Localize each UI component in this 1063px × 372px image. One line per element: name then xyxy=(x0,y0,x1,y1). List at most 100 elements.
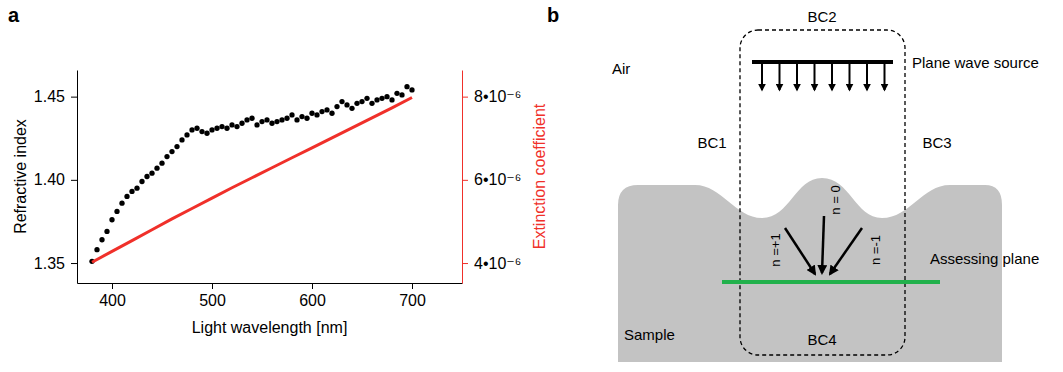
tick-mark xyxy=(312,283,313,289)
tick-label: 500 xyxy=(199,292,226,309)
chart-panel: 400 500 600 700 1.35 1.40 1.45 4•10⁻⁶ 6•10⁻⁶ 8•10… xyxy=(8,4,548,336)
source-label: Plane wave source xyxy=(912,54,1039,71)
y-axis-tick: 1.35 xyxy=(34,255,77,272)
wave-arrow xyxy=(796,64,798,90)
tick-mark xyxy=(462,97,468,98)
x-axis-title: Light wavelength [nm] xyxy=(192,319,348,336)
air-label: Air xyxy=(612,60,630,77)
panel-label: a xyxy=(8,4,20,26)
y-axis-tick: 1.40 xyxy=(34,171,77,188)
point xyxy=(179,137,184,142)
y-axis: 1.35 1.40 1.45 xyxy=(34,71,78,284)
y-axis-title: Refractive index xyxy=(12,119,29,234)
tick-mark xyxy=(412,283,413,289)
point xyxy=(384,94,389,99)
point xyxy=(154,166,159,171)
point xyxy=(299,114,304,119)
tick-mark xyxy=(112,283,113,289)
point xyxy=(354,101,359,106)
y2-axis-line xyxy=(462,71,463,284)
simulation-box xyxy=(740,30,905,355)
point xyxy=(284,116,289,121)
point xyxy=(104,229,109,234)
tick-label: 700 xyxy=(399,292,426,309)
y-axis-tick: 1.45 xyxy=(34,88,77,105)
tick-mark xyxy=(462,180,468,181)
point xyxy=(244,117,249,122)
point xyxy=(119,200,124,205)
y2-axis: 4•10⁻⁶ 6•10⁻⁶ 8•10⁻⁶ xyxy=(462,71,521,284)
point xyxy=(374,97,379,102)
point xyxy=(254,122,259,127)
point xyxy=(259,119,264,124)
wave-arrow xyxy=(779,64,781,90)
point xyxy=(194,126,199,131)
order-label: n =+1 xyxy=(768,233,783,266)
point xyxy=(364,96,369,101)
point xyxy=(189,127,194,132)
boundary-label: BC1 xyxy=(697,134,726,151)
point xyxy=(314,112,319,117)
wave-arrow xyxy=(761,64,763,90)
sample-label: Sample xyxy=(624,326,675,343)
y2-axis-tick: 4•10⁻⁶ xyxy=(462,255,521,272)
point xyxy=(214,126,219,131)
tick-mark xyxy=(462,263,468,264)
point xyxy=(174,144,179,149)
point xyxy=(309,111,314,116)
point xyxy=(239,121,244,126)
wave-arrow xyxy=(884,64,886,90)
diagram-panel: bAirPlane wave sourceBC2BC1BC3BC4n =+1n … xyxy=(547,4,1039,362)
boundary-label: BC2 xyxy=(807,8,836,25)
order-label: n =-1 xyxy=(868,235,883,265)
point xyxy=(114,209,119,214)
point xyxy=(394,91,399,96)
point xyxy=(369,101,374,106)
point xyxy=(204,131,209,136)
point xyxy=(279,117,284,122)
y2-axis-tick: 6•10⁻⁶ xyxy=(462,171,521,188)
point xyxy=(164,154,169,159)
tick-mark xyxy=(212,283,213,289)
tick-label: 400 xyxy=(99,292,126,309)
plot-marks xyxy=(89,84,414,264)
point xyxy=(379,96,384,101)
x-axis-tick: 700 xyxy=(399,283,426,309)
point xyxy=(134,186,139,191)
source-bar xyxy=(752,60,893,64)
x-axis: 400 500 600 700 xyxy=(78,283,463,309)
point xyxy=(399,92,404,97)
point xyxy=(404,84,409,89)
y2-axis-title: Extinction coefficient xyxy=(531,103,548,249)
y2-axis-tick: 8•10⁻⁶ xyxy=(462,88,521,105)
point xyxy=(324,107,329,112)
point xyxy=(99,237,104,242)
boundary-label: BC4 xyxy=(807,331,836,348)
point xyxy=(169,149,174,154)
tick-mark xyxy=(71,97,77,98)
tick-label: 1.35 xyxy=(34,255,65,272)
figure: 400 500 600 700 1.35 1.40 1.45 4•10⁻⁶ 6•10⁻⁶ 8•10… xyxy=(0,0,1063,372)
point xyxy=(389,97,394,102)
point xyxy=(229,122,234,127)
point xyxy=(289,112,294,117)
point xyxy=(224,126,229,131)
point xyxy=(149,171,154,176)
point xyxy=(269,121,274,126)
point xyxy=(329,111,334,116)
line-series xyxy=(92,97,412,262)
tick-label: 4•10⁻⁶ xyxy=(474,255,521,272)
wave-arrow xyxy=(866,64,868,90)
point xyxy=(249,116,254,121)
x-axis-line xyxy=(78,283,463,284)
point xyxy=(304,116,309,121)
point xyxy=(294,117,299,122)
point xyxy=(219,124,224,129)
x-axis-tick: 400 xyxy=(99,283,126,309)
order-arrow xyxy=(822,216,824,273)
tick-label: 600 xyxy=(299,292,326,309)
point xyxy=(344,102,349,107)
point xyxy=(334,104,339,109)
point xyxy=(109,217,114,222)
tick-label: 8•10⁻⁶ xyxy=(474,88,521,105)
